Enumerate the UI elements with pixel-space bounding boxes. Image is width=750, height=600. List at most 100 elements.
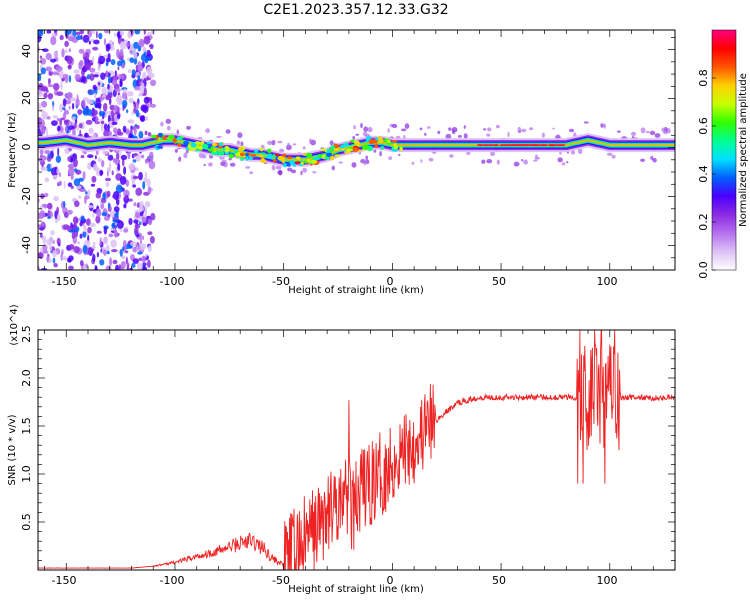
ridge-blob [295, 161, 301, 164]
noise-speck [80, 155, 85, 159]
noise-speck [449, 154, 454, 158]
noise-speck [40, 67, 47, 75]
ridge-blob [176, 136, 182, 140]
noise-speck [132, 79, 138, 89]
noise-speck [121, 159, 125, 167]
noise-speck [76, 185, 82, 190]
x-tick-label: 100 [597, 574, 618, 587]
noise-speck [145, 56, 152, 61]
noise-speck [271, 165, 276, 171]
ridge-blob [172, 138, 177, 143]
spectrogram-y-tick-labels: -40 -20 0 20 40 [20, 44, 33, 254]
noise-speck [53, 196, 59, 202]
spectrogram-ticks [38, 30, 676, 271]
noise-speck [134, 211, 140, 219]
noise-speck [221, 159, 227, 163]
noise-speck [68, 259, 72, 263]
noise-speck [352, 136, 356, 140]
noise-speck [240, 141, 244, 147]
noise-speck [149, 103, 157, 108]
noise-speck [137, 251, 143, 255]
noise-speck [116, 152, 120, 161]
noise-speck [86, 218, 91, 226]
noise-speck [66, 55, 73, 65]
noise-speck [463, 125, 466, 129]
noise-speck [630, 131, 637, 136]
ridge-blob [346, 148, 353, 152]
noise-speck [45, 89, 49, 93]
noise-speck [59, 172, 61, 177]
noise-speck [133, 51, 138, 59]
ridge-blob [245, 156, 249, 161]
noise-speck [68, 265, 74, 270]
noise-speck [92, 109, 98, 116]
ridge-blob [218, 145, 223, 149]
noise-speck [225, 129, 231, 134]
noise-speck [174, 148, 178, 153]
noise-speck [287, 142, 290, 147]
noise-speck [87, 30, 92, 38]
noise-speck [76, 94, 79, 102]
noise-speck [64, 99, 72, 105]
noise-speck [63, 180, 66, 189]
y-tick-label: 1.0 [20, 465, 33, 483]
noise-speck [56, 237, 61, 245]
noise-speck [41, 111, 48, 120]
noise-speck [44, 192, 49, 198]
noise-speck [139, 40, 145, 46]
ridge-blob [304, 160, 308, 164]
noise-speck [70, 121, 73, 126]
noise-speck [142, 105, 149, 114]
noise-speck [63, 200, 66, 208]
noise-speck [198, 152, 204, 159]
noise-speck [39, 55, 43, 59]
noise-speck [42, 235, 47, 244]
y-tick-label: -40 [20, 236, 33, 254]
noise-speck [51, 120, 58, 126]
noise-speck [41, 221, 45, 227]
noise-speck [103, 102, 108, 112]
noise-speck [72, 223, 78, 230]
noise-speck [143, 87, 147, 96]
ridge-blob [368, 139, 374, 145]
ridge-core [540, 144, 547, 147]
ridge-blob [325, 152, 333, 157]
noise-speck [144, 130, 148, 136]
noise-speck [46, 255, 50, 263]
ridge-core [482, 144, 488, 147]
noise-speck [138, 93, 143, 97]
noise-speck [52, 71, 59, 76]
noise-speck [137, 75, 141, 81]
noise-speck [146, 66, 153, 75]
ridge-core [477, 144, 484, 147]
noise-speck [365, 155, 369, 161]
ridge-blob [305, 152, 312, 158]
noise-speck [101, 120, 105, 125]
noise-speck [331, 165, 335, 171]
noise-speck [107, 83, 110, 90]
noise-speck [445, 133, 452, 140]
noise-speck [80, 215, 85, 222]
noise-speck [133, 153, 138, 156]
noise-speck [79, 221, 83, 227]
noise-speck [107, 167, 111, 173]
ridge-core [510, 144, 517, 147]
noise-speck [92, 56, 95, 64]
noise-speck [146, 49, 151, 57]
noise-speck [73, 246, 80, 254]
noise-speck [142, 46, 147, 53]
ridge-core [488, 144, 495, 147]
snr-x-tick-labels: -150 -100 -50 0 50 100 [52, 574, 618, 587]
noise-speck [64, 125, 68, 133]
noise-speck [82, 100, 86, 108]
noise-speck [47, 78, 51, 85]
noise-speck [55, 31, 58, 36]
ridge-blob [235, 152, 241, 157]
noise-speck [67, 182, 73, 187]
noise-speck [56, 91, 64, 96]
ridge-blob [283, 162, 288, 168]
noise-speck [73, 158, 78, 168]
ridge-blob [237, 146, 244, 152]
noise-speck [131, 262, 136, 268]
noise-speck [70, 185, 74, 189]
